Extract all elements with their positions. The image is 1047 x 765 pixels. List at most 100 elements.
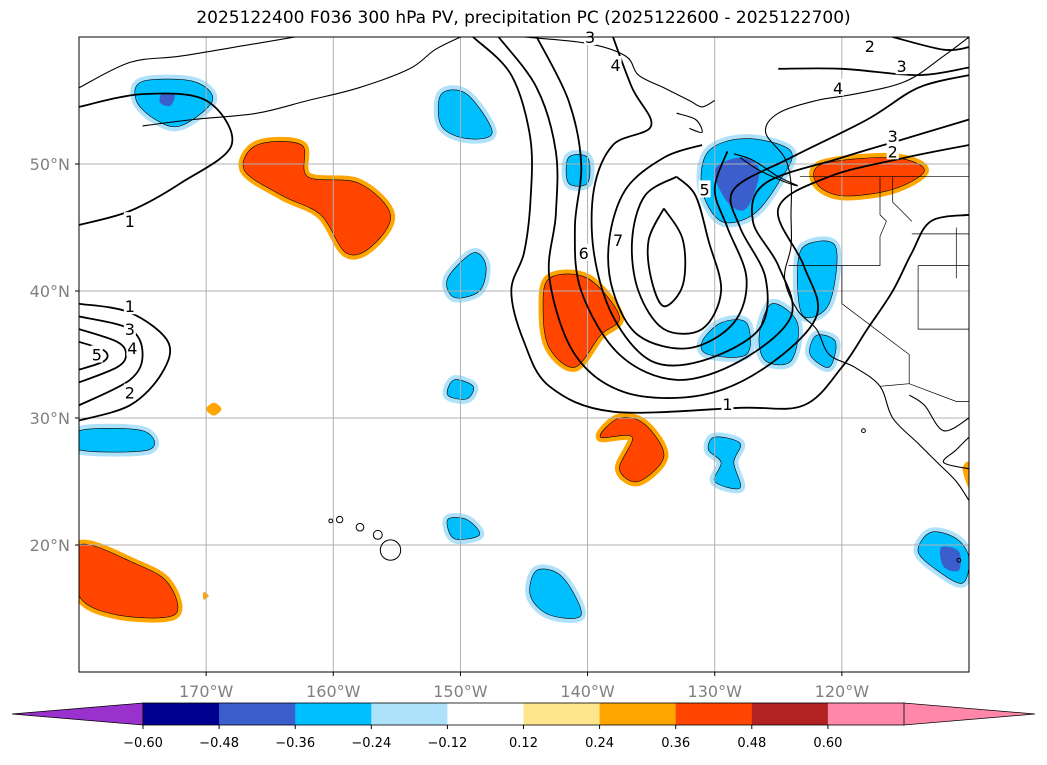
colorbar-bin-8 [751,703,829,725]
precip-outline-3 [437,89,493,140]
precip-area-19 [529,568,582,619]
precip-area-9 [797,240,838,318]
border-9 [892,176,913,222]
colorbar-over-arrow [903,702,1036,726]
precip-area-4 [566,154,590,187]
colorbar-bin-0 [143,703,220,725]
island-2 [355,522,365,532]
colorbar-bin-4 [447,703,524,725]
pv-contour-3-7 [535,37,969,381]
pv-label-bg-11 [886,127,899,145]
precip-outline-17 [79,428,155,453]
pv-contours [79,37,969,422]
lon-label-160°W: 160°W [306,682,361,701]
map-title: 2025122400 F036 300 hPa PV, precipitatio… [196,8,851,28]
pv-label-3: 4 [127,339,137,358]
pv-contour-1-0 [79,92,234,226]
pv-label-bg-2 [123,320,136,338]
pv-contour-6-10 [630,175,723,335]
colorbar-label-2: −0.36 [275,736,315,751]
precip-area-22 [939,546,961,572]
island-0 [379,539,402,561]
pv-label-4: 5 [92,346,102,365]
colorbar-label-7: 0.36 [661,736,690,751]
precip-area-20 [79,544,178,619]
precip-outline-5 [446,252,487,299]
pv-label-bg-7 [609,55,622,73]
pv-label-bg-5 [123,383,136,401]
pv-label-14: 6 [579,244,589,263]
pv-label-2: 3 [125,320,135,339]
pv-contour-2-2 [79,315,144,407]
map-frame [78,36,970,673]
colorbar-bin-7 [675,703,753,725]
lon-label-170°W: 170°W [179,682,234,701]
pv-label-bg-9 [895,57,908,75]
pv-label-bg-4 [90,345,103,363]
colorbar: −0.60 −0.48 −0.36 −0.24 −0.12 0.12 0.24 0.36 0.4… [11,702,1036,751]
pv-label-16: 1 [722,395,732,414]
border-5 [955,227,969,235]
precip-outline-14 [446,379,474,400]
island-4 [328,518,334,524]
precip-outline-11 [700,319,751,358]
pv-label-7: 4 [610,56,620,75]
precip-area-15 [600,417,664,482]
pv-contour-7-11 [646,207,687,308]
pv-contour-2-6 [497,37,969,399]
precip-outline-12 [809,334,837,368]
colorbar-under-arrow [11,702,144,726]
coastlines [79,37,969,563]
precip-area-3 [438,89,493,140]
pv-label-bg-14 [577,243,590,261]
precip-outline-2 [242,141,391,256]
colorbar-bin-5 [523,703,601,725]
lat-label-40°N: 40°N [30,282,70,301]
coastline-6 [676,112,703,134]
pv-label-13: 5 [699,180,709,199]
island-1 [372,529,383,540]
border-3 [841,265,910,355]
precip-area-24 [206,402,222,416]
coastline-7 [733,153,798,187]
precip-area-6 [543,273,620,368]
pv-contour-3-3 [79,328,127,384]
pv-contour-1-5 [472,37,969,414]
colorbar-label-8: 0.48 [737,736,766,751]
colorbar-label-5: 0.12 [509,736,538,751]
pv-label-5: 2 [125,384,135,403]
precip-area-16 [708,436,741,489]
lat-label-30°N: 30°N [30,409,70,428]
pv-label-bg-10 [832,78,845,96]
pv-label-12: 2 [888,142,898,161]
precip-area-12 [809,334,837,368]
lat-label-20°N: 20°N [30,536,70,555]
pv-label-9: 3 [897,57,907,76]
colorbar-bin-2 [295,703,372,725]
pv-label-bg-0 [123,212,136,230]
island-6 [956,557,962,563]
border-7 [917,265,969,330]
border-1 [879,383,969,402]
colorbar-label-6: 0.24 [585,736,614,751]
pv-label-1: 1 [125,297,135,316]
lon-label-130°W: 130°W [688,682,743,701]
precip-outline-21 [917,531,969,584]
colorbar-label-9: 0.60 [813,736,842,751]
pv-label-15: 7 [613,231,623,250]
precip-area-1 [159,92,175,107]
pv-label-bg-16 [721,395,734,413]
precip-area-11 [701,319,751,358]
pv-label-bg-15 [612,231,625,249]
lon-label-150°W: 150°W [433,682,488,701]
precip-outline-10 [758,303,799,366]
pv-label-8: 2 [865,37,875,56]
coastline-3 [79,37,296,89]
pv-contour-5-9 [607,144,748,350]
lon-label-120°W: 120°W [815,682,870,701]
pv-label-bg-8 [863,36,876,54]
pv-label-10: 4 [833,79,843,98]
coastline-1 [908,394,969,432]
colorbar-bin-6 [599,703,677,725]
